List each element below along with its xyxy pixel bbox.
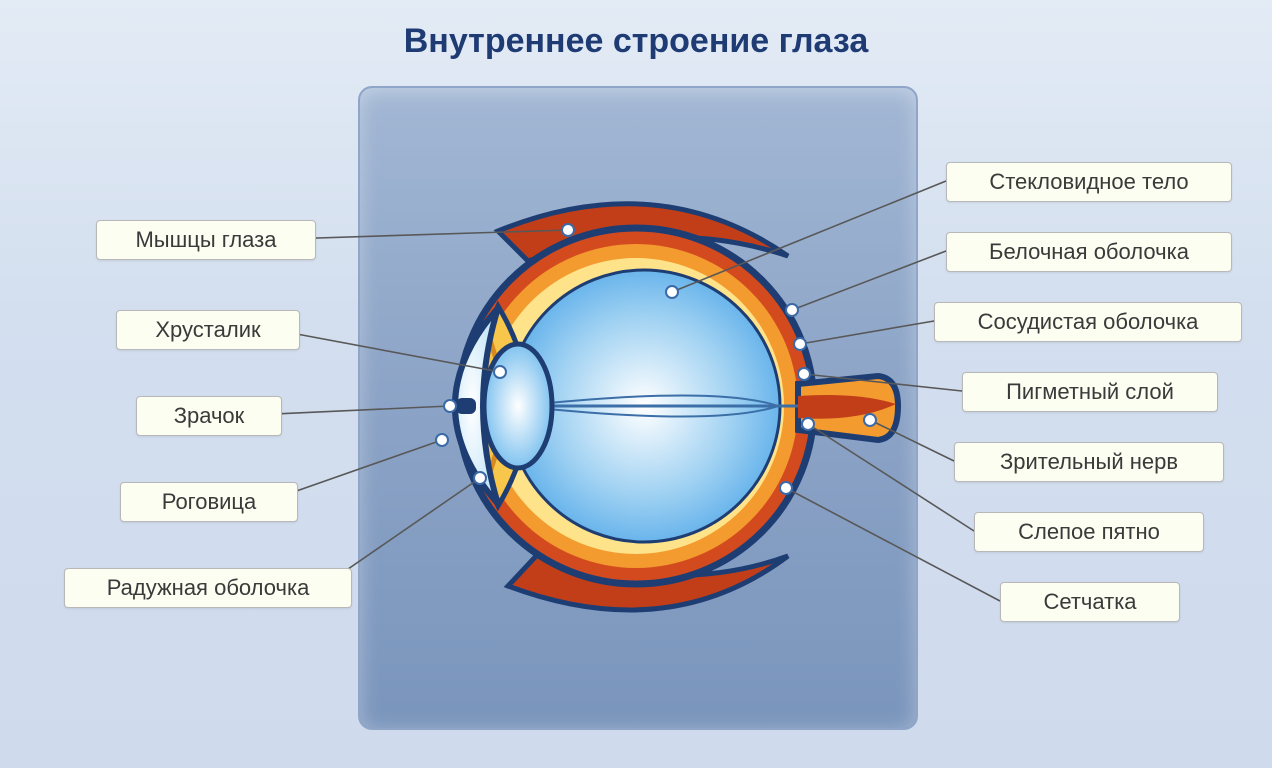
- label-muscles: Мышцы глаза: [96, 220, 316, 260]
- label-pupil: Зрачок: [136, 396, 282, 436]
- pupil: [456, 398, 476, 414]
- page: Внутреннее строение глаза: [0, 0, 1272, 768]
- label-lens: Хрусталик: [116, 310, 300, 350]
- label-cornea: Роговица: [120, 482, 298, 522]
- label-retina: Сетчатка: [1000, 582, 1180, 622]
- label-nerve: Зрительный нерв: [954, 442, 1224, 482]
- page-title: Внутреннее строение глаза: [0, 22, 1272, 61]
- lens: [484, 344, 552, 468]
- label-pigment: Пигметный слой: [962, 372, 1218, 412]
- eye-diagram: [358, 86, 914, 726]
- label-iris: Радужная оболочка: [64, 568, 352, 608]
- label-choroid: Сосудистая оболочка: [934, 302, 1242, 342]
- label-vitreous: Стекловидное тело: [946, 162, 1232, 202]
- label-blind: Слепое пятно: [974, 512, 1204, 552]
- label-sclera: Белочная оболочка: [946, 232, 1232, 272]
